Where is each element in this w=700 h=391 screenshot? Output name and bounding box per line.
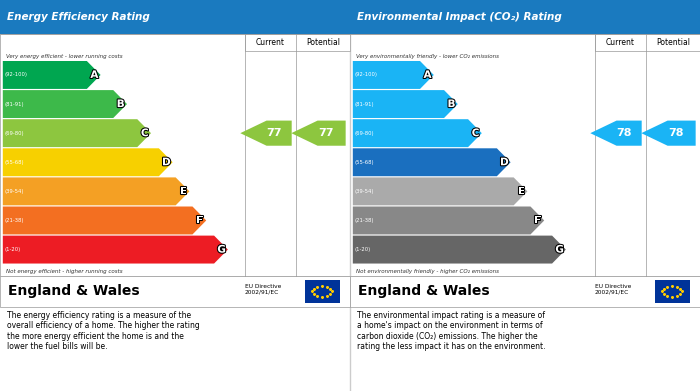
Bar (304, 280, 340, 303)
Bar (0, 0, 350, 34)
Text: Current: Current (256, 38, 285, 47)
Text: (92-100): (92-100) (5, 72, 28, 77)
Polygon shape (590, 120, 642, 146)
Polygon shape (353, 178, 527, 205)
Bar (0, 276, 350, 307)
Bar (245, 34, 350, 51)
Text: (1-20): (1-20) (355, 247, 371, 252)
Text: The energy efficiency rating is a measure of the
overall efficiency of a home. T: The energy efficiency rating is a measur… (7, 311, 199, 351)
Polygon shape (3, 148, 173, 176)
Bar (350, 276, 700, 307)
Polygon shape (291, 120, 346, 146)
Bar (350, 0, 700, 34)
Bar (654, 280, 690, 303)
Polygon shape (3, 236, 228, 264)
Text: EU Directive
2002/91/EC: EU Directive 2002/91/EC (245, 284, 281, 295)
Polygon shape (353, 119, 482, 147)
Polygon shape (3, 90, 127, 118)
Polygon shape (240, 120, 292, 146)
Text: B: B (447, 99, 456, 109)
Polygon shape (3, 178, 190, 205)
Text: Very energy efficient - lower running costs: Very energy efficient - lower running co… (6, 54, 122, 59)
Text: (69-80): (69-80) (355, 131, 374, 136)
Text: E: E (180, 187, 187, 196)
Text: 78: 78 (616, 128, 631, 138)
Text: B: B (117, 99, 125, 109)
Polygon shape (353, 206, 544, 235)
Text: 77: 77 (318, 128, 334, 138)
Text: F: F (197, 215, 204, 226)
Text: Potential: Potential (656, 38, 690, 47)
Bar (350, 34, 700, 276)
Bar (595, 34, 700, 51)
Text: (39-54): (39-54) (355, 189, 374, 194)
Text: Current: Current (606, 38, 635, 47)
Text: (39-54): (39-54) (5, 189, 24, 194)
Text: (21-38): (21-38) (5, 218, 24, 223)
Text: (21-38): (21-38) (355, 218, 374, 223)
Polygon shape (3, 61, 101, 89)
Bar (0, 34, 350, 276)
Text: Environmental Impact (CO₂) Rating: Environmental Impact (CO₂) Rating (357, 12, 561, 22)
Polygon shape (3, 119, 151, 147)
Text: G: G (555, 244, 564, 255)
Text: (1-20): (1-20) (5, 247, 21, 252)
Polygon shape (353, 236, 566, 264)
Text: C: C (472, 128, 480, 138)
Text: (92-100): (92-100) (355, 72, 378, 77)
Text: Energy Efficiency Rating: Energy Efficiency Rating (7, 12, 150, 22)
Text: E: E (517, 187, 525, 196)
Text: C: C (141, 128, 148, 138)
Text: EU Directive
2002/91/EC: EU Directive 2002/91/EC (595, 284, 631, 295)
Text: The environmental impact rating is a measure of
a home's impact on the environme: The environmental impact rating is a mea… (357, 311, 545, 351)
Polygon shape (353, 61, 434, 89)
Text: 77: 77 (266, 128, 281, 138)
Text: 78: 78 (668, 128, 684, 138)
Text: (81-91): (81-91) (355, 102, 374, 107)
Polygon shape (353, 148, 510, 176)
Text: A: A (90, 70, 98, 80)
Text: G: G (217, 244, 226, 255)
Text: England & Wales: England & Wales (358, 284, 490, 298)
Text: Not environmentally friendly - higher CO₂ emissions: Not environmentally friendly - higher CO… (356, 269, 498, 274)
Polygon shape (353, 90, 458, 118)
Text: (55-68): (55-68) (5, 160, 24, 165)
Text: A: A (424, 70, 431, 80)
Text: Not energy efficient - higher running costs: Not energy efficient - higher running co… (6, 269, 122, 274)
Text: England & Wales: England & Wales (8, 284, 140, 298)
Text: (55-68): (55-68) (355, 160, 374, 165)
Text: Very environmentally friendly - lower CO₂ emissions: Very environmentally friendly - lower CO… (356, 54, 498, 59)
Text: F: F (534, 215, 542, 226)
Text: (81-91): (81-91) (5, 102, 24, 107)
Polygon shape (641, 120, 696, 146)
Text: D: D (500, 157, 509, 167)
Text: D: D (162, 157, 171, 167)
Text: (69-80): (69-80) (5, 131, 24, 136)
Polygon shape (3, 206, 206, 235)
Text: Potential: Potential (306, 38, 340, 47)
